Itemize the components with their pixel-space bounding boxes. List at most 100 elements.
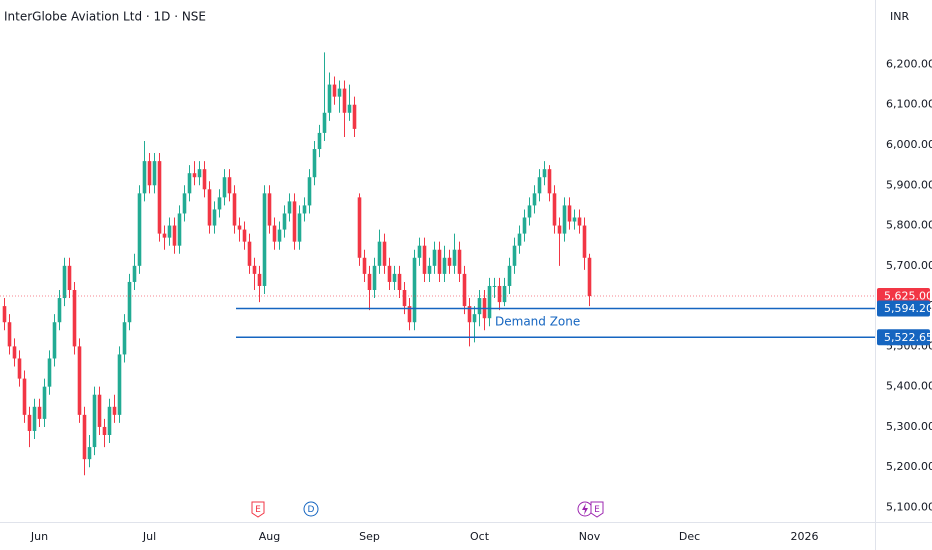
candle-body [487, 285, 492, 319]
candle-body [52, 322, 57, 359]
candle-body [417, 245, 422, 258]
candle-body [577, 217, 582, 226]
candle-body [227, 177, 232, 194]
price-badge [877, 329, 930, 346]
candle-body [272, 225, 277, 242]
candle-body [477, 298, 482, 315]
candle-body [562, 205, 567, 234]
candle-body [37, 406, 42, 419]
candle-body [442, 257, 447, 274]
candle-body [202, 169, 207, 190]
candle-body [392, 273, 397, 282]
annotation: Demand Zone [495, 314, 580, 328]
x-tick-label: 2026 [791, 530, 819, 543]
price-badge [877, 300, 930, 317]
candle-body [362, 257, 367, 274]
candle-body [262, 193, 267, 286]
candle-body [412, 257, 417, 323]
candle-body [62, 265, 67, 299]
candle-body [492, 285, 497, 287]
candle-body [82, 414, 87, 460]
candle-body [507, 265, 512, 286]
candle-body [387, 265, 392, 282]
event-label: E [594, 505, 600, 515]
candle-body [522, 217, 527, 234]
candle-body [162, 233, 167, 238]
candle-body [222, 177, 227, 198]
event-label: D [308, 505, 315, 515]
candle-body [167, 225, 172, 238]
event-marker [303, 501, 319, 517]
candle-body [422, 245, 427, 274]
icon-bolt [582, 503, 588, 515]
candle-body [117, 354, 122, 415]
y-tick-label: 5,700.00 [886, 259, 932, 272]
x-tick-label: Jul [142, 530, 156, 543]
candle-body [57, 298, 62, 323]
candle-body [537, 177, 542, 194]
candle-body [67, 265, 72, 290]
price-badge [877, 288, 930, 305]
candle-body [127, 281, 132, 323]
candle-body [457, 249, 462, 274]
candle-body [252, 265, 257, 274]
candle-body [402, 290, 407, 307]
candle-body [352, 104, 357, 129]
candle-body [307, 177, 312, 206]
candle-body [437, 249, 442, 274]
candle-body [567, 205, 572, 222]
candle-body [47, 358, 52, 387]
candle-body [542, 169, 547, 178]
candle-body [407, 306, 412, 323]
x-tick-label: Dec [679, 530, 700, 543]
candle-body [17, 358, 22, 379]
candle-body [327, 84, 332, 113]
y-tick-label: 6,000.00 [886, 138, 932, 151]
candle-body [7, 322, 12, 347]
candle-body [337, 88, 342, 97]
candle-body [332, 84, 337, 97]
candle-body [447, 257, 452, 266]
candle-body [557, 225, 562, 234]
candle-body [367, 273, 372, 290]
candle-body [267, 193, 272, 226]
y-tick-label: 6,100.00 [886, 98, 932, 111]
candle-body [397, 273, 402, 290]
candle-body [217, 197, 222, 210]
candle-body [382, 241, 387, 266]
candle-body [342, 88, 347, 113]
candle-body [467, 306, 472, 323]
x-tick-label: Nov [579, 530, 601, 543]
candle-body [302, 205, 307, 214]
candle-body [142, 161, 147, 194]
candle-body [237, 225, 242, 230]
candle-body [32, 406, 37, 431]
candle-body [517, 233, 522, 246]
y-tick-label: 5,400.00 [886, 380, 932, 393]
candle-body [137, 193, 142, 266]
candle-body [527, 205, 532, 218]
chart-title: InterGlobe Aviation Ltd · 1D · NSE [4, 10, 206, 24]
candle-body [322, 112, 327, 133]
candle-body [502, 285, 507, 303]
candle-body [257, 273, 262, 286]
candle-body [132, 265, 137, 282]
candle-body [547, 169, 552, 194]
price-badge-label: 5,625.00 [884, 290, 932, 303]
candle-body [472, 314, 477, 323]
candle-body [377, 241, 382, 266]
candle-body [532, 193, 537, 206]
candle-body [462, 273, 467, 307]
candle-body [87, 447, 92, 460]
candle-body [582, 225, 587, 258]
candle-body [187, 173, 192, 194]
event-label: E [255, 505, 261, 515]
candle-body [287, 201, 292, 214]
x-tick-label: Sep [359, 530, 380, 543]
candle-body [512, 245, 517, 266]
candle-body [297, 213, 302, 242]
price-badge-label: 5,594.20 [884, 302, 932, 315]
candle-body [112, 406, 117, 415]
candle-body [22, 378, 27, 415]
